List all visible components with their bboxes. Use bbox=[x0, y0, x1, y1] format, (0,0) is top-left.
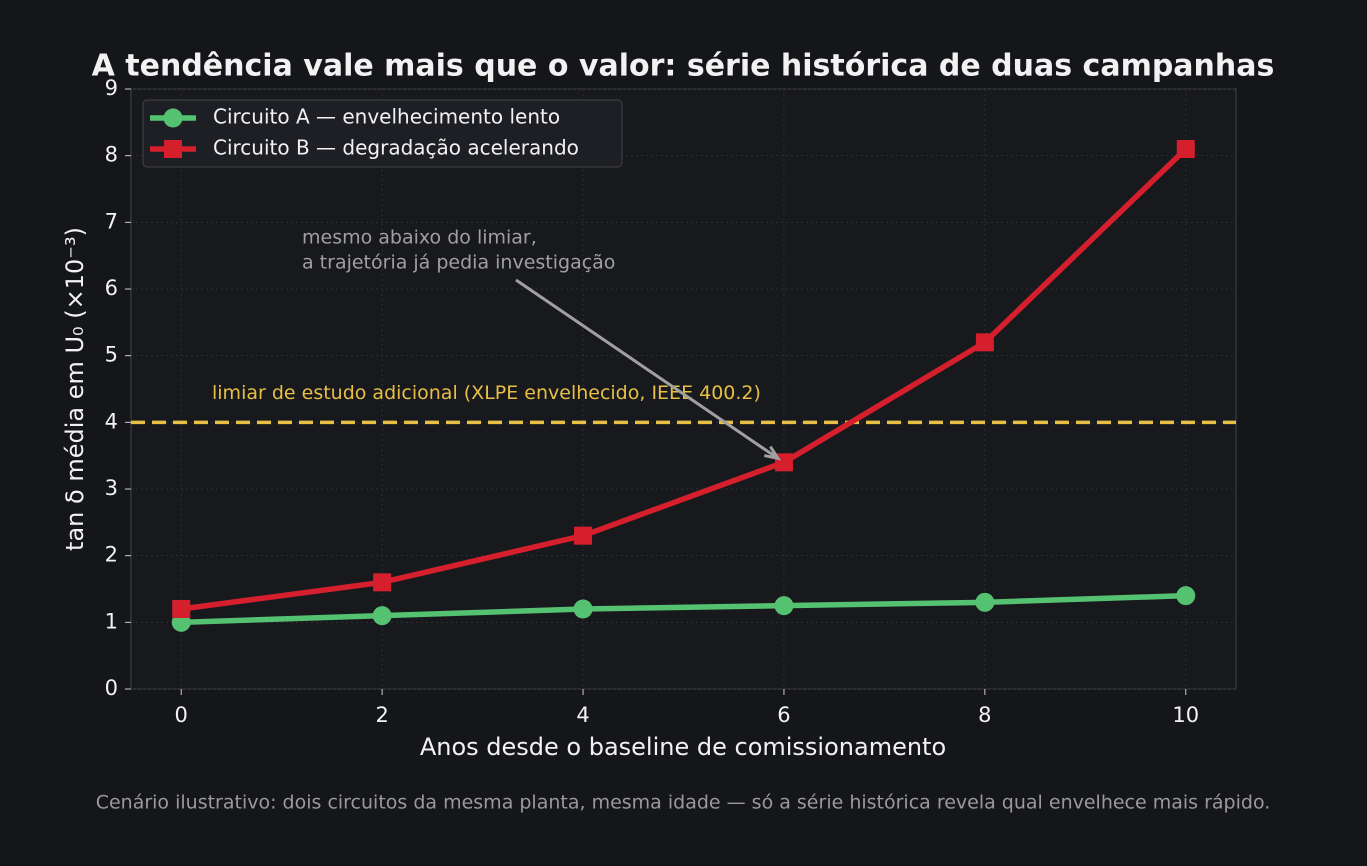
legend-label: Circuito A — envelhecimento lento bbox=[213, 105, 560, 129]
legend-label: Circuito B — degradação acelerando bbox=[213, 136, 579, 160]
annotation-arrow bbox=[515, 278, 779, 460]
marker bbox=[1176, 586, 1196, 606]
series-line bbox=[180, 147, 1188, 612]
legend: Circuito A — envelhecimento lento Circuit… bbox=[142, 99, 623, 168]
marker bbox=[975, 592, 995, 612]
y-tick-label: 5 bbox=[105, 343, 118, 367]
x-tick-label: 4 bbox=[576, 703, 589, 727]
y-tick-label: 8 bbox=[105, 143, 118, 167]
y-tick-label: 4 bbox=[105, 409, 118, 433]
y-tick-label: 2 bbox=[105, 543, 118, 567]
x-axis-label: Anos desde o baseline de comissionamento bbox=[420, 733, 946, 761]
legend-box bbox=[142, 99, 623, 168]
marker bbox=[372, 606, 392, 626]
series-line bbox=[181, 592, 1186, 626]
marker bbox=[574, 526, 593, 545]
y-tick-label: 0 bbox=[105, 676, 118, 700]
marker bbox=[774, 596, 794, 616]
chart-title: A tendência vale mais que o valor: série… bbox=[92, 49, 1275, 84]
y-tick-label: 6 bbox=[105, 276, 118, 300]
y-tick-label: 3 bbox=[105, 476, 118, 500]
y-tick-label: 7 bbox=[105, 209, 118, 233]
annotation-text: mesmo abaixo do limiar, bbox=[302, 227, 537, 249]
marker bbox=[1176, 140, 1195, 158]
x-tick-label: 8 bbox=[978, 703, 991, 727]
x-tick-label: 0 bbox=[175, 703, 188, 727]
legend-marker bbox=[164, 140, 182, 158]
marker bbox=[573, 599, 593, 619]
x-tick-label: 6 bbox=[777, 703, 790, 727]
arrow-head bbox=[763, 445, 782, 461]
y-tick-label: 1 bbox=[105, 609, 118, 633]
marker bbox=[373, 573, 392, 592]
marker bbox=[975, 333, 994, 352]
y-axis-label: tan δ média em U₀ (×10⁻³) bbox=[61, 227, 89, 551]
marker bbox=[774, 453, 793, 472]
annotation-text: a trajetória já pedia investigação bbox=[302, 252, 615, 274]
threshold-label: limiar de estudo adicional (XLPE envelhe… bbox=[212, 382, 761, 404]
y-tick-label: 9 bbox=[105, 76, 118, 100]
marker bbox=[172, 600, 191, 618]
legend-marker bbox=[163, 108, 183, 128]
x-tick-label: 2 bbox=[375, 703, 388, 727]
caption: Cenário ilustrativo: dois circuitos da m… bbox=[96, 792, 1271, 814]
x-tick-label: 10 bbox=[1172, 703, 1199, 727]
